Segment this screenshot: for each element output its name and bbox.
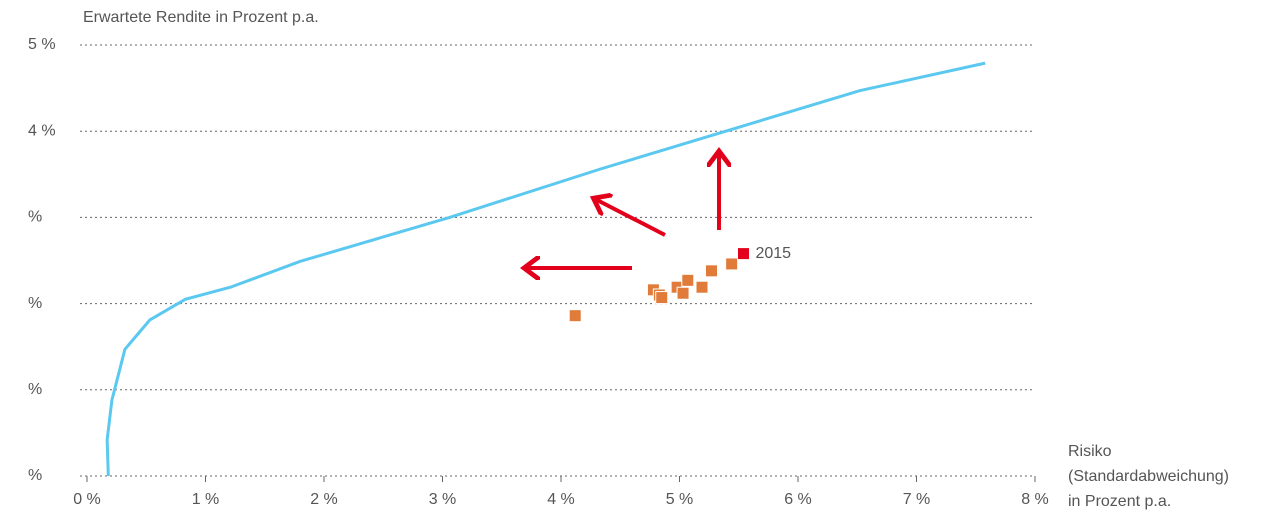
point-label: 2015	[755, 245, 791, 262]
x-tick-label: 7 %	[903, 491, 931, 508]
frontier-line	[105, 61, 986, 477]
x-tick-label: 8 %	[1021, 491, 1049, 508]
x-tick-label: 1 %	[192, 491, 220, 508]
y-tick-label: %	[28, 209, 42, 226]
point	[681, 273, 695, 287]
x-tick-label: 6 %	[784, 491, 812, 508]
chart-title: Erwartete Rendite in Prozent p.a.	[83, 9, 319, 26]
y-tick-label: 4 %	[28, 122, 56, 139]
point	[725, 257, 739, 271]
y-tick-label: %	[28, 381, 42, 398]
x-axis-label: Risiko	[1068, 443, 1112, 460]
annotation-arrows	[528, 155, 719, 268]
point	[655, 291, 669, 305]
y-tick-label: %	[28, 467, 42, 484]
y-tick-label: 5 %	[28, 36, 56, 53]
point	[568, 309, 582, 323]
point	[736, 247, 750, 261]
point	[695, 280, 709, 294]
point	[676, 286, 690, 300]
arrow	[597, 200, 666, 237]
y-tick-label: %	[28, 295, 42, 312]
x-tick-label: 2 %	[310, 491, 338, 508]
x-axis-label: in Prozent p.a.	[1068, 493, 1171, 510]
x-tick-label: 0 %	[73, 491, 101, 508]
plot-area: %%%% 4 % 5 % 0 % 1 % 2 % 3 % 4 % 5 % 6 % 7 % 8 % Ris…	[28, 36, 1229, 510]
x-tick-label: 5 %	[666, 491, 694, 508]
x-axis-label: (Standardabweichung)	[1068, 468, 1229, 485]
x-tick-label: 4 %	[547, 491, 575, 508]
x-tick-label: 3 %	[429, 491, 457, 508]
point	[704, 264, 718, 278]
